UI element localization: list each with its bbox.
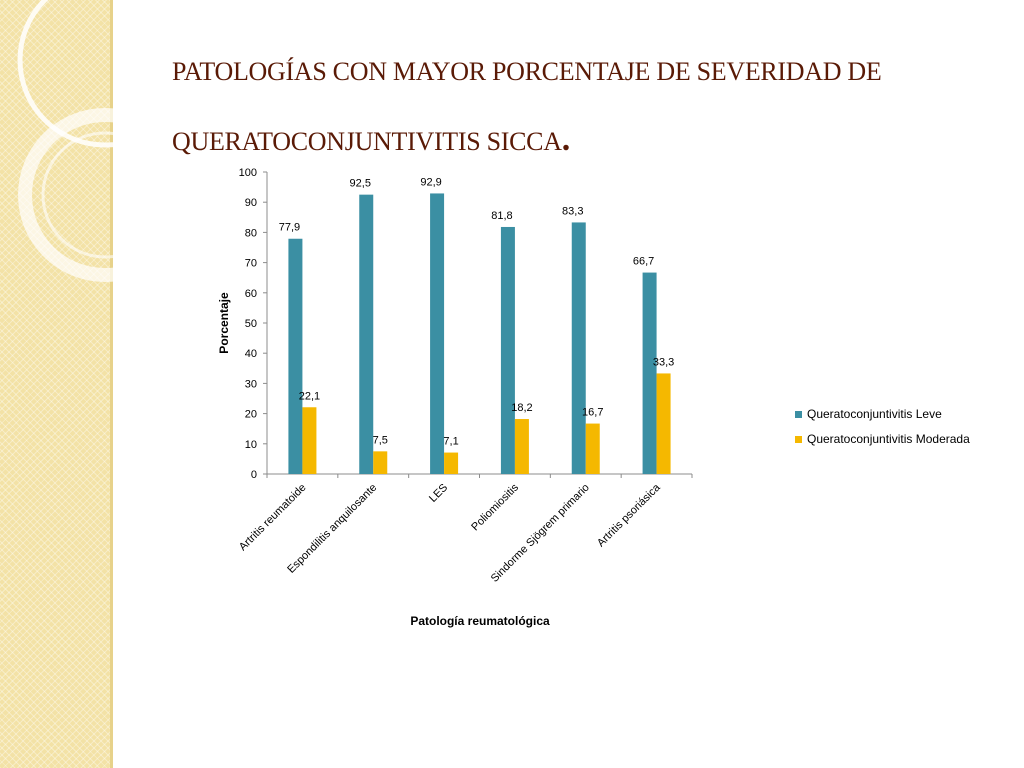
data-label: 81,8 — [491, 210, 512, 222]
data-label: 92,5 — [350, 178, 371, 190]
legend-swatch — [795, 436, 802, 443]
bar-leve — [288, 238, 303, 474]
data-label: 83,3 — [562, 205, 583, 217]
bar-leve — [430, 193, 445, 474]
y-tick-label: 60 — [245, 288, 257, 300]
data-label: 66,7 — [633, 256, 654, 268]
x-tick-label: LES — [427, 482, 450, 505]
bar-moderada — [444, 452, 459, 474]
y-tick-label: 20 — [245, 409, 257, 421]
y-tick-label: 0 — [251, 469, 257, 481]
y-tick-label: 80 — [245, 227, 257, 239]
x-axis-label: Patología reumatológica — [410, 614, 550, 628]
bar-moderada — [585, 423, 600, 474]
bar-moderada — [514, 419, 529, 474]
decorative-side-band — [0, 0, 113, 768]
legend-label: Queratoconjuntivitis Leve — [807, 407, 942, 421]
bar-leve — [500, 226, 515, 474]
y-tick-label: 50 — [245, 318, 257, 330]
data-label: 22,1 — [299, 390, 320, 402]
y-tick-label: 40 — [245, 348, 257, 360]
title-period: . — [561, 121, 571, 158]
legend-swatch — [795, 411, 802, 418]
bar-moderada — [656, 373, 671, 474]
x-tick-label: Artritis psoriásica — [595, 481, 663, 549]
y-tick-label: 10 — [245, 439, 257, 451]
y-tick-label: 30 — [245, 378, 257, 390]
bar-moderada — [302, 407, 317, 474]
data-label: 92,9 — [420, 176, 441, 188]
slide-title: PATOLOGÍAS CON MAYOR PORCENTAJE DE SEVER… — [172, 38, 972, 176]
title-line-2: QUERATOCONJUNTIVITIS SICCA — [172, 127, 562, 156]
bar-leve — [642, 272, 657, 474]
x-tick-label: Poliomiositis — [469, 481, 521, 533]
data-label: 18,2 — [511, 402, 532, 414]
data-label: 7,1 — [443, 436, 458, 448]
data-label: 33,3 — [653, 356, 674, 368]
bar-leve — [359, 194, 374, 474]
y-axis-label: Porcentaje — [217, 292, 231, 354]
title-line-1: PATOLOGÍAS CON MAYOR PORCENTAJE DE SEVER… — [172, 57, 882, 86]
data-label: 16,7 — [582, 407, 603, 419]
decorative-circles-icon — [17, 0, 113, 282]
y-tick-label: 90 — [245, 197, 257, 209]
legend-label: Queratoconjuntivitis Moderada — [807, 432, 970, 446]
bar-moderada — [373, 451, 388, 474]
data-label: 77,9 — [279, 222, 300, 234]
y-tick-label: 100 — [239, 167, 257, 179]
x-tick-label: Artritis reumatoide — [237, 482, 309, 554]
data-label: 7,5 — [373, 434, 388, 446]
bar-leve — [571, 222, 586, 474]
y-tick-label: 70 — [245, 258, 257, 270]
